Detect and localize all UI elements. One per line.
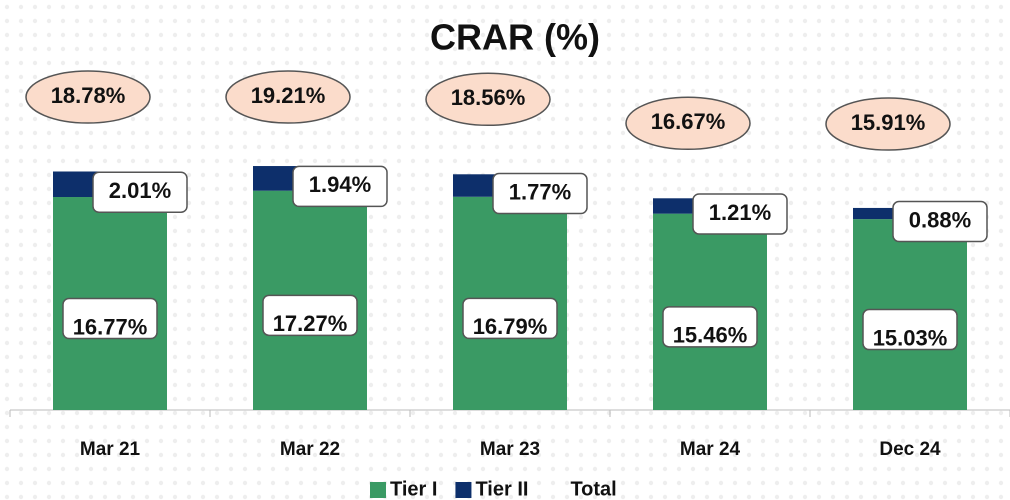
total-label: 19.21% [251,83,326,108]
data-label-box [292,165,388,208]
total-label: 18.78% [51,83,126,108]
data-label: 0.88% [909,207,971,232]
data-label: 1.21% [709,200,771,225]
data-label-box [892,200,988,243]
legend-label: Total [570,478,616,500]
legend-label: Tier II [475,478,528,500]
data-label-box [662,306,758,348]
data-label: 16.79% [473,314,548,339]
data-label-box [492,172,588,215]
total-label: 16.67% [651,109,726,134]
data-label-box [262,294,358,337]
data-label-box [862,308,958,351]
data-label: 16.77% [73,314,148,339]
total-ellipse [225,70,351,124]
data-label-box [692,193,788,235]
legend-swatch [455,482,472,498]
legend-label: Tier I [390,478,437,500]
x-tick-label: Dec 24 [879,439,941,460]
x-tick-label: Mar 23 [480,439,540,460]
data-label: 15.46% [673,323,748,348]
legend-swatch [370,482,386,498]
total-ellipse [25,70,151,124]
chart-title: CRAR (%) [430,17,600,58]
data-label-box [462,297,558,340]
data-label: 15.03% [873,325,948,350]
total-ellipse [425,72,551,127]
total-label: 18.56% [451,85,526,110]
total-ellipse [825,97,951,151]
data-label: 17.27% [273,311,348,336]
data-label: 2.01% [109,178,171,203]
data-label: 1.77% [509,179,571,204]
data-label-box [92,171,188,214]
x-tick-label: Mar 24 [680,439,741,460]
x-tick-label: Mar 22 [280,439,340,460]
data-label: 1.94% [309,172,371,197]
x-tick-label: Mar 21 [80,439,141,460]
total-label: 15.91% [851,110,926,135]
total-ellipse [625,96,751,151]
data-label-box [62,297,158,340]
